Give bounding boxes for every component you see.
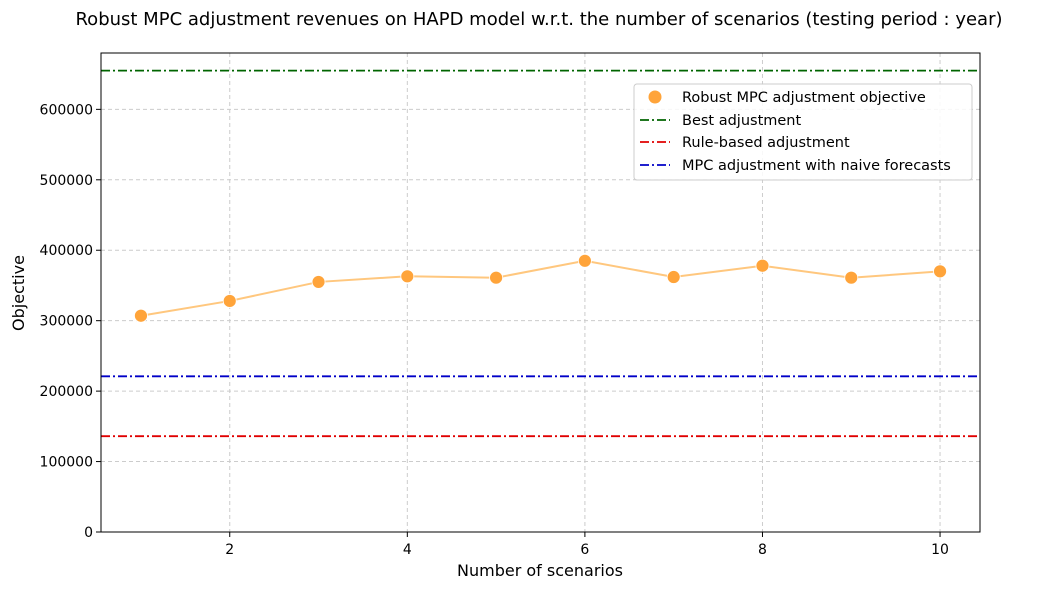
- x-tick-label: 2: [225, 542, 234, 558]
- data-point: [844, 270, 859, 285]
- series-layer: [134, 253, 947, 323]
- legend-label-robust-mpc: Robust MPC adjustment objective: [682, 90, 926, 106]
- x-tick-label: 4: [403, 542, 412, 558]
- data-point: [577, 253, 592, 268]
- chart-title: Robust MPC adjustment revenues on HAPD m…: [75, 9, 1002, 30]
- data-point: [933, 264, 947, 279]
- tick-layer: 2 4 6 8 10 0 100000 200000 300000 400000 500000 600…: [40, 102, 949, 558]
- x-axis-label: Number of scenarios: [457, 561, 623, 580]
- data-point: [666, 270, 681, 284]
- data-point: [755, 258, 770, 273]
- y-tick-label: 400000: [40, 243, 93, 259]
- legend-label-mpc-naive: MPC adjustment with naive forecasts: [682, 158, 951, 174]
- y-axis-label: Objective: [9, 255, 28, 331]
- x-tick-label: 6: [580, 542, 589, 558]
- reference-lines: [101, 69, 980, 438]
- data-point: [489, 270, 504, 285]
- y-tick-label: 100000: [40, 455, 93, 471]
- y-tick-label: 300000: [40, 314, 93, 330]
- data-point: [400, 269, 415, 284]
- legend-label-best: Best adjustment: [682, 113, 802, 129]
- legend-label-rule-based: Rule-based adjustment: [682, 135, 850, 151]
- y-tick-label: 500000: [40, 173, 93, 189]
- x-tick-label: 8: [758, 542, 767, 558]
- data-point: [311, 275, 326, 289]
- series-line: [140, 259, 941, 317]
- legend: Robust MPC adjustment objective Best adj…: [633, 83, 973, 181]
- legend-frame: [633, 83, 973, 181]
- x-tick-label: 10: [931, 542, 949, 558]
- data-point: [222, 294, 237, 308]
- y-tick-label: 200000: [40, 384, 93, 400]
- plot-frame: [100, 52, 981, 533]
- legend-marker-robust-mpc: [648, 90, 662, 104]
- y-tick-label: 600000: [40, 102, 93, 118]
- y-tick-label: 0: [84, 525, 93, 541]
- data-point: [134, 308, 148, 323]
